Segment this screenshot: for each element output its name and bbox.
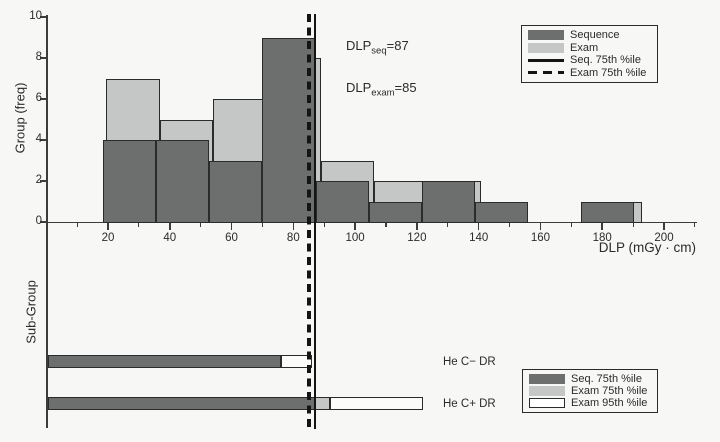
legend-item: Exam 75th %ile <box>528 67 651 79</box>
x-axis-tick <box>601 223 603 230</box>
legend-swatch-line-solid <box>528 58 564 62</box>
legend-item: Seq. 75th %ile <box>529 373 651 385</box>
x-axis-minor-tick <box>508 223 511 227</box>
histogram-bar-sequence <box>315 181 369 223</box>
x-axis-minor-tick <box>76 223 78 227</box>
y-axis-tick <box>40 98 47 100</box>
y-tick-label: 2 <box>35 174 42 186</box>
histogram-bar-sequence <box>368 201 422 223</box>
histogram-bar-sequence <box>103 140 157 223</box>
x-axis-tick <box>539 223 542 230</box>
subgroup-bar-seq75 <box>48 397 315 410</box>
y-axis-tick <box>40 57 47 59</box>
x-tick-label: 80 <box>286 232 300 244</box>
histogram-bar-sequence <box>474 201 529 223</box>
x-axis-minor-tick <box>200 223 202 227</box>
legend-label: Seq. 75th %ile <box>570 54 641 67</box>
y-axis-line <box>46 15 48 428</box>
y-axis-tick <box>40 139 47 141</box>
histogram-legend: Sequence Exam Seq. 75th %ile Exam 75th %ile <box>521 25 658 83</box>
x-axis-label: DLP (mGy · cm) <box>598 240 696 255</box>
x-axis-tick <box>477 223 480 230</box>
subgroup-bar-exam95 <box>280 355 312 368</box>
x-axis-minor-tick <box>138 223 140 227</box>
y-axis-tick <box>40 221 47 223</box>
subgroup-bar-exam95 <box>330 397 424 410</box>
histogram-bar-sequence <box>262 37 316 223</box>
y-axis-tick <box>40 180 47 182</box>
x-tick-label: 20 <box>101 232 115 244</box>
legend-label: Exam 75th %ile <box>571 385 648 397</box>
legend-item: Seq. 75th %ile <box>528 54 651 66</box>
legend-swatch-fill-dark <box>529 374 565 384</box>
dlp-annotation-seq: DLPseq=87 <box>346 38 409 57</box>
legend-label: Exam 75th %ile <box>570 66 647 79</box>
legend-item: Sequence <box>528 29 651 41</box>
x-axis-minor-tick <box>323 223 325 227</box>
histogram-bar-sequence <box>421 181 475 223</box>
x-axis-tick <box>354 223 356 230</box>
y-tick-label: 10 <box>29 10 42 22</box>
x-axis-minor-tick <box>447 223 449 227</box>
y-tick-label: 0 <box>35 215 42 227</box>
x-axis-minor-tick <box>385 223 387 227</box>
y-tick-label: 4 <box>35 133 42 145</box>
x-axis-tick <box>169 223 171 230</box>
x-tick-label: 160 <box>530 232 551 244</box>
x-axis-minor-tick <box>694 223 696 227</box>
y-axis-tick <box>40 16 47 18</box>
x-axis-minor-tick <box>570 223 572 227</box>
subgroup-label: He C− DR <box>443 355 496 368</box>
legend-label: Exam 95th %ile <box>571 397 648 409</box>
subgroup-bar-seq75 <box>48 355 281 368</box>
x-axis-minor-tick <box>261 223 264 227</box>
x-axis-tick <box>107 223 109 230</box>
subgroup-legend: Seq. 75th %ile Exam 75th %ile Exam 95th %i… <box>522 369 658 413</box>
exam-75th-line <box>307 14 311 429</box>
x-tick-label: 180 <box>592 232 612 244</box>
x-axis-tick <box>416 223 418 230</box>
x-tick-label: 140 <box>469 232 489 244</box>
histogram-bar-sequence <box>209 160 263 223</box>
legend-label: Sequence <box>570 29 620 42</box>
legend-label: Seq. 75th %ile <box>571 373 642 385</box>
x-tick-label: 60 <box>225 232 238 244</box>
x-tick-label: 200 <box>654 232 674 244</box>
x-tick-label: 40 <box>163 232 177 244</box>
legend-swatch-line-dashed <box>528 70 564 75</box>
x-tick-label: 120 <box>407 232 427 244</box>
legend-swatch-fill-white <box>529 398 565 408</box>
x-axis-tick <box>292 223 295 230</box>
legend-item: Exam 95th %ile <box>529 397 651 409</box>
subgroup-bar-exam75 <box>314 397 331 410</box>
dlp-annotation-exam: DLPexam=85 <box>346 80 417 99</box>
x-axis-tick <box>230 223 233 230</box>
x-axis-tick <box>663 223 665 230</box>
y-tick-label: 6 <box>35 92 42 104</box>
legend-swatch-fill-dark <box>528 30 564 41</box>
legend-swatch-fill-light <box>528 42 564 53</box>
y-tick-label: 8 <box>35 51 42 63</box>
histogram-bar-sequence <box>156 140 210 223</box>
seq-75th-line <box>313 14 317 429</box>
legend-label: Exam <box>570 41 599 54</box>
subgroup-label: He C+ DR <box>443 397 496 410</box>
legend-swatch-fill-light <box>529 386 565 396</box>
x-tick-label: 100 <box>345 232 365 244</box>
histogram-bar-sequence <box>581 201 635 223</box>
x-axis-minor-tick <box>632 223 634 227</box>
legend-item: Exam <box>528 42 651 54</box>
legend-item: Exam 75th %ile <box>529 385 651 397</box>
